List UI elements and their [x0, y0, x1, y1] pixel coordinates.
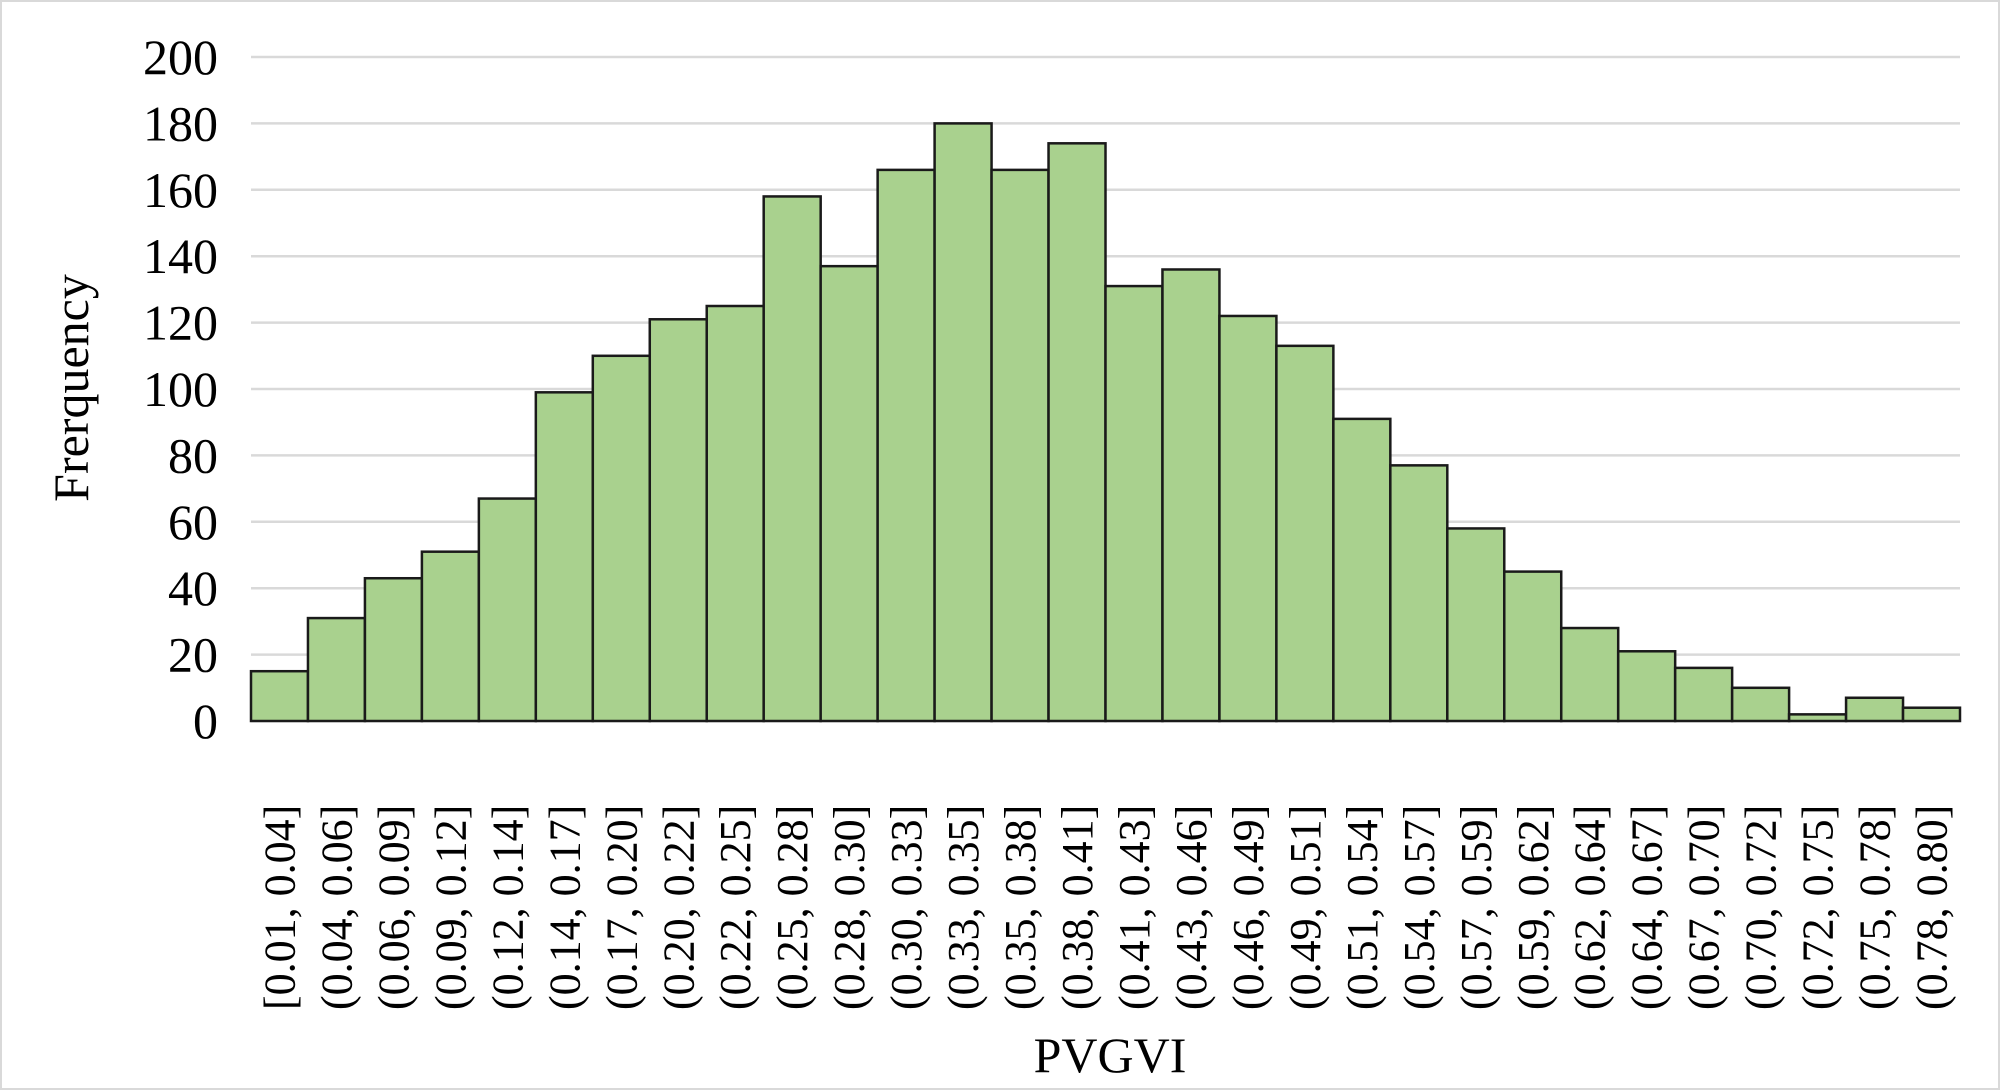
x-tick-label: (0.30, 0.33] — [882, 805, 931, 1010]
y-tick-label: 120 — [143, 295, 218, 351]
x-tick-label: (0.70, 0.72] — [1737, 805, 1786, 1010]
bar-3 — [363, 576, 424, 723]
bar-17 — [1161, 268, 1221, 723]
bar-19 — [1275, 344, 1335, 723]
y-tick-label: 200 — [143, 29, 218, 85]
y-tick-labels: 0 20 40 60 80 100 120 140 160 180 200 — [143, 29, 218, 749]
bar-5 — [477, 497, 538, 723]
y-tick-label: 40 — [168, 560, 218, 616]
x-tick-label: (0.22, 0.25] — [711, 805, 760, 1010]
bar-18 — [1218, 314, 1278, 723]
x-tick-label: (0.09, 0.12] — [426, 805, 475, 1010]
y-tick-label: 0 — [193, 693, 218, 749]
x-tick-label: (0.25, 0.28] — [768, 805, 817, 1010]
bar-1 — [249, 669, 310, 723]
x-tick-label: (0.06, 0.09] — [369, 805, 418, 1010]
x-tick-label: (0.78, 0.80] — [1908, 805, 1957, 1010]
bar-11 — [819, 264, 879, 723]
bar-9 — [705, 304, 765, 723]
x-tick-label: (0.04, 0.06] — [312, 805, 361, 1010]
bar-2 — [306, 616, 367, 723]
x-axis-title: PVGVI — [1034, 1027, 1187, 1083]
x-tick-label: (0.33, 0.35] — [939, 805, 988, 1010]
bar-10 — [762, 195, 822, 723]
bar-6 — [534, 391, 595, 723]
bar-7 — [591, 354, 652, 723]
x-tick-label: (0.67, 0.70] — [1680, 805, 1729, 1010]
y-tick-label: 100 — [143, 361, 218, 417]
x-tick-label: (0.17, 0.20] — [597, 805, 646, 1010]
y-axis-title: Frerquency — [43, 274, 99, 502]
x-tick-labels: [0.01, 0.04] (0.04, 0.06] (0.06, 0.09] (0.0… — [255, 805, 1956, 1010]
x-tick-label: (0.43, 0.46] — [1167, 805, 1216, 1010]
y-tick-label: 20 — [168, 627, 218, 683]
bar-14 — [990, 168, 1050, 723]
x-tick-label: (0.62, 0.64] — [1566, 805, 1615, 1010]
x-tick-label: (0.46, 0.49] — [1224, 805, 1273, 1010]
x-tick-label: (0.20, 0.22] — [654, 805, 703, 1010]
x-tick-label: (0.38, 0.41] — [1053, 805, 1102, 1010]
x-tick-label: (0.59, 0.62] — [1509, 805, 1558, 1010]
bar-22 — [1446, 527, 1506, 723]
bar-29 — [1844, 696, 1905, 723]
bar-20 — [1332, 417, 1392, 723]
bar-8 — [648, 318, 708, 723]
y-tick-label: 140 — [143, 228, 218, 284]
x-tick-label: [0.01, 0.04] — [255, 805, 304, 1010]
x-tick-label: (0.12, 0.14] — [483, 805, 532, 1010]
y-tick-label: 60 — [168, 494, 218, 550]
bar-15 — [1047, 142, 1107, 723]
x-tick-label: (0.14, 0.17] — [540, 805, 589, 1010]
bar-30 — [1901, 706, 1962, 723]
x-tick-label: (0.57, 0.59] — [1452, 805, 1501, 1010]
x-tick-label: (0.28, 0.30] — [825, 805, 874, 1010]
y-tick-label: 160 — [143, 162, 218, 218]
y-tick-label: 180 — [143, 95, 218, 151]
bar-27 — [1730, 686, 1791, 723]
bar-16 — [1104, 284, 1164, 723]
x-tick-label: (0.75, 0.78] — [1851, 805, 1900, 1010]
bar-12 — [876, 168, 936, 723]
bar-23 — [1503, 570, 1563, 723]
bar-24 — [1559, 626, 1620, 723]
y-tick-label: 80 — [168, 427, 218, 483]
bar-26 — [1673, 666, 1734, 723]
bar-25 — [1616, 650, 1677, 723]
bar-28 — [1787, 713, 1848, 723]
bars — [249, 122, 1962, 723]
x-tick-label: (0.51, 0.54] — [1338, 805, 1387, 1010]
bar-21 — [1389, 464, 1449, 723]
x-tick-label: (0.35, 0.38] — [996, 805, 1045, 1010]
x-tick-label: (0.54, 0.57] — [1395, 805, 1444, 1010]
x-tick-label: (0.64, 0.67] — [1623, 805, 1672, 1010]
x-tick-label: (0.72, 0.75] — [1794, 805, 1843, 1010]
bar-13 — [933, 122, 993, 723]
x-tick-label: (0.49, 0.51] — [1281, 805, 1330, 1010]
x-tick-label: (0.41, 0.43] — [1110, 805, 1159, 1010]
bar-4 — [420, 550, 481, 723]
